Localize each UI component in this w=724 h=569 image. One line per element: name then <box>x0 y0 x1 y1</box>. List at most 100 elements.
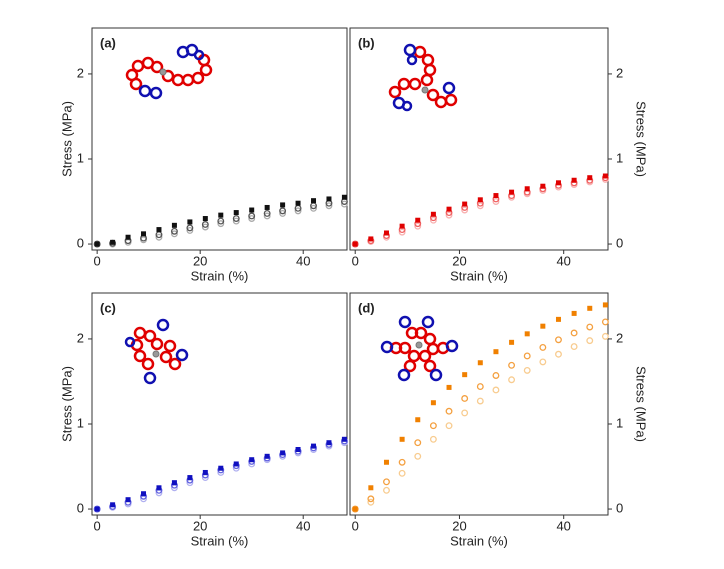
x-tick-label: 0 <box>94 518 101 533</box>
data-point <box>233 210 239 216</box>
plot-frame <box>91 27 348 251</box>
y-tick-label: 2 <box>77 330 84 345</box>
data-point <box>249 207 255 213</box>
data-point <box>587 305 593 311</box>
data-point <box>398 228 406 236</box>
data-point <box>414 222 422 230</box>
data-point <box>248 212 256 220</box>
molecule-icon-a <box>125 43 213 100</box>
data-point <box>601 318 609 326</box>
data-point <box>110 239 116 245</box>
data-point <box>295 447 301 453</box>
data-point <box>326 196 332 202</box>
data-point <box>555 350 562 358</box>
data-point <box>156 485 162 491</box>
data-point <box>383 230 389 236</box>
data-point <box>587 175 593 181</box>
data-point <box>110 502 116 508</box>
data-point <box>351 505 359 513</box>
data-point <box>93 240 101 248</box>
data-point <box>461 206 469 214</box>
data-point <box>279 209 287 217</box>
data-point <box>125 497 131 503</box>
data-point <box>509 189 515 195</box>
data-point <box>523 366 531 374</box>
data-point <box>186 226 194 234</box>
plot-frame <box>349 27 609 251</box>
data-point <box>446 384 452 390</box>
panel-label: (a) <box>100 35 116 50</box>
data-point <box>445 422 453 430</box>
data-point <box>462 372 468 378</box>
data-point <box>170 230 178 238</box>
data-point <box>311 443 317 449</box>
data-point <box>187 219 193 225</box>
data-point <box>279 207 287 215</box>
molecule-icon-b <box>388 43 458 112</box>
data-point <box>539 358 547 366</box>
data-point <box>202 216 208 222</box>
data-point <box>414 439 422 447</box>
y-tick-label: 1 <box>616 415 623 430</box>
data-point <box>492 386 500 394</box>
panel-label: (c) <box>100 300 116 315</box>
x-tick-label: 20 <box>193 518 207 533</box>
data-point <box>602 173 608 179</box>
data-point <box>368 485 374 491</box>
data-point <box>555 336 562 344</box>
data-point <box>201 221 209 228</box>
y-axis-label: Stress (MPa) <box>634 101 649 177</box>
data-point <box>399 436 405 442</box>
data-point <box>310 204 317 212</box>
data-point <box>263 212 271 220</box>
x-tick-label: 20 <box>193 253 207 268</box>
data-point <box>201 223 209 231</box>
x-tick-label: 20 <box>452 518 466 533</box>
data-point <box>493 349 499 355</box>
data-point <box>509 339 515 345</box>
data-point <box>602 302 608 308</box>
panel-label: (b) <box>358 35 375 50</box>
data-point <box>217 220 225 228</box>
data-point <box>218 212 224 218</box>
data-point <box>462 201 468 207</box>
data-point <box>249 457 255 463</box>
data-point <box>156 227 162 233</box>
data-point <box>523 352 531 360</box>
data-point <box>476 202 484 210</box>
data-point <box>125 234 131 240</box>
data-point <box>326 440 332 446</box>
y-axis-label: Stress (MPa) <box>59 101 74 177</box>
x-tick-label: 40 <box>296 518 310 533</box>
molecule-icon-c <box>124 318 189 385</box>
data-point <box>415 417 421 423</box>
x-tick-label: 40 <box>556 253 570 268</box>
data-point <box>325 202 333 210</box>
plot-frame <box>349 292 609 516</box>
data-point <box>555 316 561 322</box>
data-point <box>352 241 358 247</box>
data-point <box>398 458 406 466</box>
data-point <box>571 310 577 316</box>
data-point <box>280 450 286 456</box>
data-point <box>233 461 239 467</box>
data-point <box>414 452 422 460</box>
y-tick-label: 0 <box>616 235 623 250</box>
data-point <box>398 469 406 477</box>
data-point <box>586 337 594 345</box>
data-point <box>248 215 256 222</box>
data-point <box>570 343 578 351</box>
data-point <box>461 409 469 417</box>
y-axis-label: Stress (MPa) <box>634 366 649 442</box>
data-point <box>586 323 594 331</box>
x-axis-label: Strain (%) <box>450 268 508 283</box>
x-tick-label: 0 <box>352 518 359 533</box>
y-tick-label: 1 <box>77 150 84 165</box>
data-point <box>341 194 347 200</box>
data-point <box>171 222 177 228</box>
x-axis-label: Strain (%) <box>191 268 249 283</box>
y-tick-label: 1 <box>616 150 623 165</box>
x-tick-label: 20 <box>452 253 466 268</box>
